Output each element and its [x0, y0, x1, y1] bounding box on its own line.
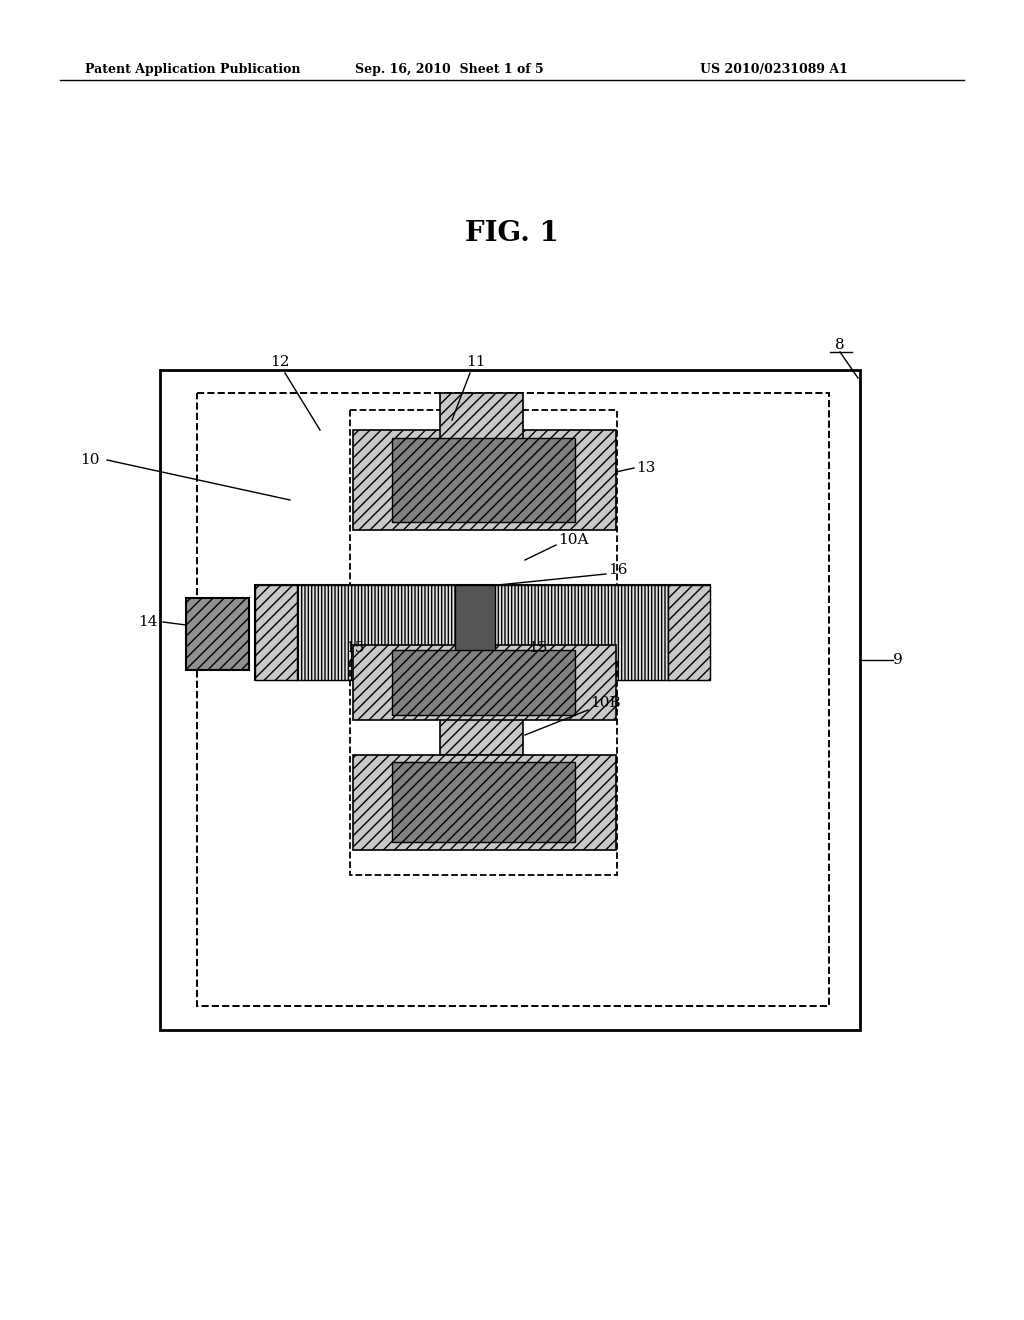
Bar: [186, 598, 249, 671]
Text: 9: 9: [893, 653, 903, 667]
Bar: [353, 645, 616, 719]
Bar: [160, 370, 860, 1030]
Bar: [440, 660, 523, 755]
Bar: [353, 430, 616, 531]
Bar: [350, 660, 617, 875]
Text: Sep. 16, 2010  Sheet 1 of 5: Sep. 16, 2010 Sheet 1 of 5: [355, 63, 544, 77]
Text: 15: 15: [345, 642, 365, 655]
Text: 10: 10: [80, 453, 99, 467]
Text: 14: 14: [138, 615, 158, 630]
Bar: [350, 411, 617, 620]
Text: US 2010/0231089 A1: US 2010/0231089 A1: [700, 63, 848, 77]
Bar: [197, 393, 829, 1006]
Bar: [353, 755, 616, 850]
Bar: [255, 585, 297, 680]
Bar: [392, 762, 575, 842]
Bar: [668, 585, 710, 680]
Text: 12: 12: [270, 355, 290, 370]
Text: 11: 11: [466, 355, 485, 370]
Bar: [392, 649, 575, 715]
Text: FIG. 1: FIG. 1: [465, 220, 559, 247]
Text: 15: 15: [528, 642, 548, 655]
Bar: [392, 438, 575, 521]
Text: 10B: 10B: [590, 696, 621, 710]
Bar: [440, 393, 523, 492]
Bar: [455, 585, 495, 680]
Text: Patent Application Publication: Patent Application Publication: [85, 63, 300, 77]
Text: 8: 8: [836, 338, 845, 352]
Bar: [255, 585, 710, 680]
Bar: [295, 585, 670, 680]
Text: 16: 16: [608, 564, 628, 577]
Text: 13: 13: [636, 461, 655, 475]
Text: 10A: 10A: [558, 533, 589, 546]
